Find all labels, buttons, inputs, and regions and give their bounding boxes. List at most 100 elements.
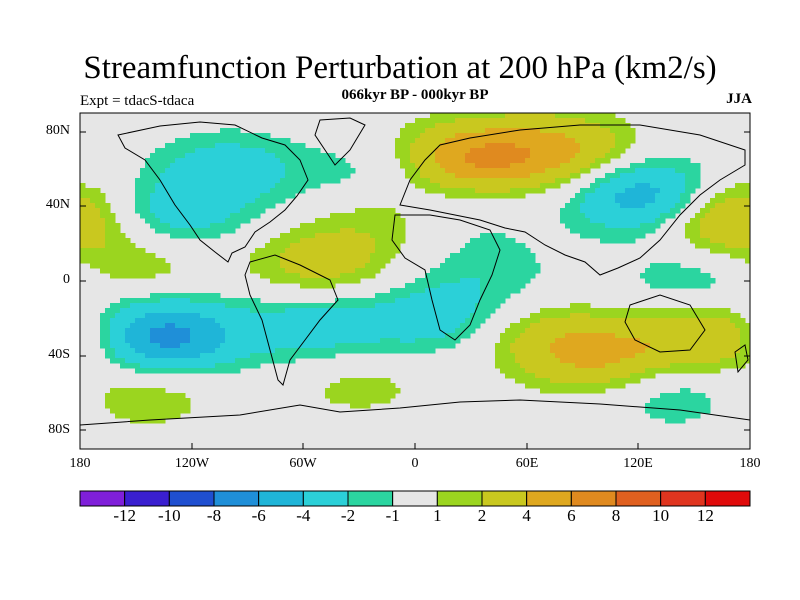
colorbar-label: -4 (296, 506, 311, 525)
field-cell (260, 138, 266, 144)
field-cell (505, 173, 511, 179)
field-cell (535, 163, 541, 169)
field-cell (585, 163, 591, 169)
field-cell (595, 178, 601, 184)
field-cell (590, 233, 596, 239)
field-cell (725, 363, 731, 369)
field-cell (250, 203, 256, 209)
field-cell (530, 168, 536, 174)
field-cell (575, 363, 581, 369)
field-cell (520, 243, 526, 249)
field-cell (385, 333, 391, 339)
field-cell (120, 413, 126, 419)
field-cell (415, 338, 421, 344)
field-cell (740, 193, 746, 199)
field-cell (480, 318, 486, 324)
field-cell (665, 328, 671, 334)
field-cell (380, 328, 386, 334)
field-cell (680, 278, 686, 284)
field-cell (590, 218, 596, 224)
field-cell (480, 313, 486, 319)
field-cell (175, 323, 181, 329)
field-cell (725, 358, 731, 364)
field-cell (540, 158, 546, 164)
field-cell (155, 173, 161, 179)
field-cell (715, 308, 721, 314)
field-cell (215, 233, 221, 239)
field-cell (605, 333, 611, 339)
field-cell (350, 318, 356, 324)
field-cell (695, 173, 701, 179)
field-cell (720, 313, 726, 319)
field-cell (710, 308, 716, 314)
field-cell (620, 363, 626, 369)
field-cell (350, 218, 356, 224)
field-cell (715, 318, 721, 324)
field-cell (295, 278, 301, 284)
field-cell (700, 343, 706, 349)
field-cell (510, 163, 516, 169)
field-cell (150, 223, 156, 229)
field-cell (305, 243, 311, 249)
field-cell (515, 323, 521, 329)
field-cell (150, 363, 156, 369)
field-cell (165, 393, 171, 399)
field-cell (540, 308, 546, 314)
field-cell (595, 213, 601, 219)
field-cell (195, 133, 201, 139)
field-cell (190, 148, 196, 154)
field-cell (235, 368, 241, 374)
field-cell (355, 398, 361, 404)
field-cell (695, 318, 701, 324)
field-cell (440, 178, 446, 184)
field-cell (205, 333, 211, 339)
field-cell (730, 223, 736, 229)
field-cell (430, 113, 436, 119)
field-cell (195, 338, 201, 344)
field-cell (430, 118, 436, 124)
field-cell (290, 143, 296, 149)
field-cell (675, 313, 681, 319)
field-cell (140, 193, 146, 199)
field-cell (660, 318, 666, 324)
field-cell (450, 268, 456, 274)
field-cell (260, 248, 266, 254)
field-cell (155, 148, 161, 154)
field-cell (295, 248, 301, 254)
field-cell (740, 253, 746, 259)
field-cell (110, 393, 116, 399)
field-cell (580, 313, 586, 319)
field-cell (500, 288, 506, 294)
field-cell (670, 213, 676, 219)
field-cell (735, 248, 741, 254)
field-cell (345, 343, 351, 349)
field-cell (460, 313, 466, 319)
field-cell (370, 398, 376, 404)
field-cell (220, 333, 226, 339)
field-cell (235, 223, 241, 229)
field-cell (670, 203, 676, 209)
field-cell (740, 358, 746, 364)
field-cell (650, 338, 656, 344)
field-cell (390, 213, 396, 219)
field-cell (385, 258, 391, 264)
field-cell (145, 393, 151, 399)
field-cell (285, 338, 291, 344)
field-cell (700, 208, 706, 214)
field-cell (505, 288, 511, 294)
field-cell (205, 158, 211, 164)
field-cell (545, 378, 551, 384)
field-cell (170, 163, 176, 169)
field-cell (160, 368, 166, 374)
field-cell (435, 323, 441, 329)
colorbar-swatch (392, 490, 438, 507)
field-cell (130, 413, 136, 419)
field-cell (640, 218, 646, 224)
lon-label-0: 0 (411, 456, 419, 471)
field-cell (225, 193, 231, 199)
field-cell (185, 303, 191, 309)
field-cell (720, 208, 726, 214)
field-cell (470, 318, 476, 324)
field-cell (630, 208, 636, 214)
field-cell (485, 183, 491, 189)
